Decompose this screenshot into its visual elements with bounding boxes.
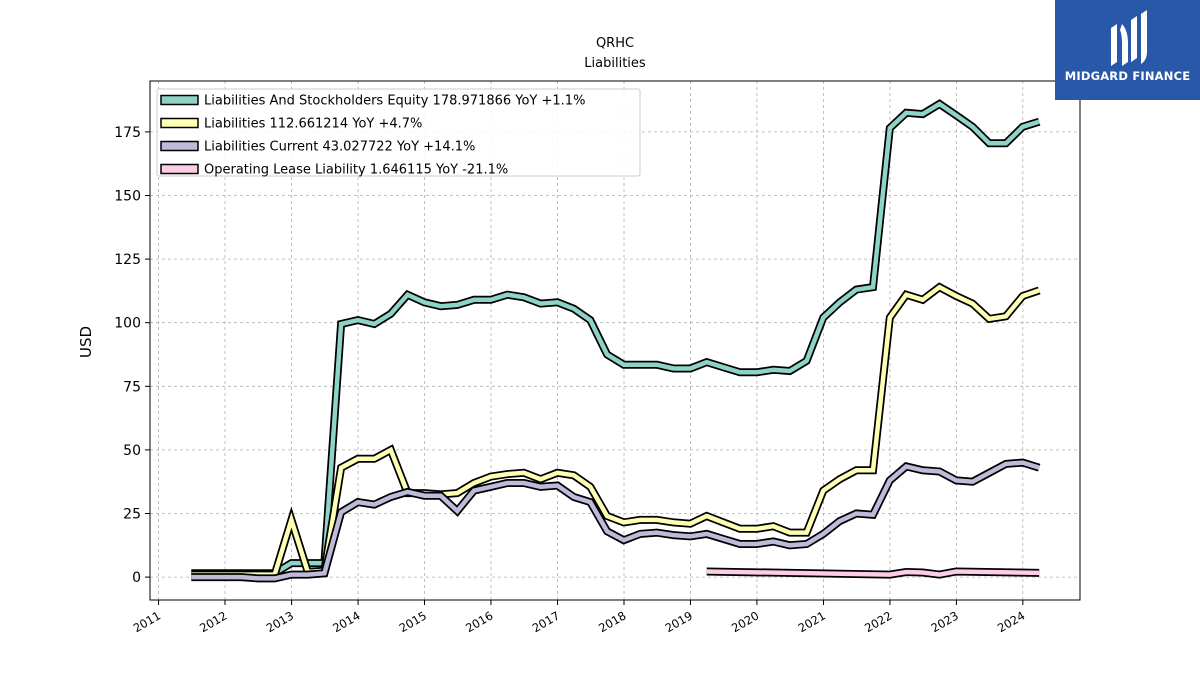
series-0 xyxy=(191,99,1041,578)
x-tick-label: 2023 xyxy=(929,608,961,635)
series-1 xyxy=(191,282,1041,579)
legend-label: Operating Lease Liability 1.646115 YoY -… xyxy=(204,163,508,178)
brand-name: MIDGARD FINANCE xyxy=(1064,69,1191,83)
x-tick-label: 2011 xyxy=(131,608,163,635)
x-tick-label: 2019 xyxy=(663,608,695,635)
series-line xyxy=(191,284,1040,577)
x-tick-label: 2024 xyxy=(995,608,1027,635)
legend-label: Liabilities Current 43.027722 YoY +14.1% xyxy=(204,140,475,155)
x-tick-label: 2016 xyxy=(463,608,495,635)
legend-label: Liabilities 112.661214 YoY +4.7% xyxy=(204,117,422,132)
chart-subtitle: Liabilities xyxy=(584,56,646,71)
series-2 xyxy=(191,458,1041,583)
legend-swatch xyxy=(160,117,199,129)
legend-swatch xyxy=(160,140,199,152)
chart-title: QRHC xyxy=(596,36,634,51)
y-axis-label: USD xyxy=(77,326,95,358)
y-tick-label: 0 xyxy=(132,570,141,586)
x-tick-label: 2020 xyxy=(729,608,761,635)
series-line xyxy=(706,569,1040,577)
plot-frame xyxy=(149,80,1081,601)
legend-swatch xyxy=(160,94,199,106)
x-tick-label: 2013 xyxy=(264,608,296,635)
x-tick-label: 2015 xyxy=(397,608,429,635)
axes: 0 25 50 75 100 125 150 175 2011 2012 2013 2014 2015 2… xyxy=(114,125,1027,635)
y-tick-label: 125 xyxy=(114,252,141,268)
y-tick-label: 75 xyxy=(123,379,141,395)
midgard-logo-icon xyxy=(1111,10,1147,66)
series-line xyxy=(191,101,1040,576)
x-tick-label: 2012 xyxy=(197,608,229,635)
legend-label: Liabilities And Stockholders Equity 178.… xyxy=(204,94,585,109)
series-layer xyxy=(191,99,1041,583)
series-line xyxy=(191,460,1040,581)
y-tick-label: 150 xyxy=(114,188,141,204)
y-tick-label: 100 xyxy=(114,316,141,332)
x-tick-label: 2022 xyxy=(862,608,894,635)
series-3 xyxy=(706,567,1040,579)
legend-box xyxy=(156,88,641,177)
y-tick-label: 25 xyxy=(123,507,141,523)
y-tick-label: 175 xyxy=(114,125,141,141)
x-tick-label: 2018 xyxy=(596,608,628,635)
y-tick-label: 50 xyxy=(123,443,141,459)
brand-logo: MIDGARD FINANCE xyxy=(1055,0,1200,100)
x-tick-label: 2021 xyxy=(796,608,828,635)
legend: Liabilities And Stockholders Equity 178.… xyxy=(156,88,641,178)
legend-swatch xyxy=(160,163,199,175)
x-tick-label: 2014 xyxy=(330,608,362,635)
x-tick-label: 2017 xyxy=(530,608,562,635)
